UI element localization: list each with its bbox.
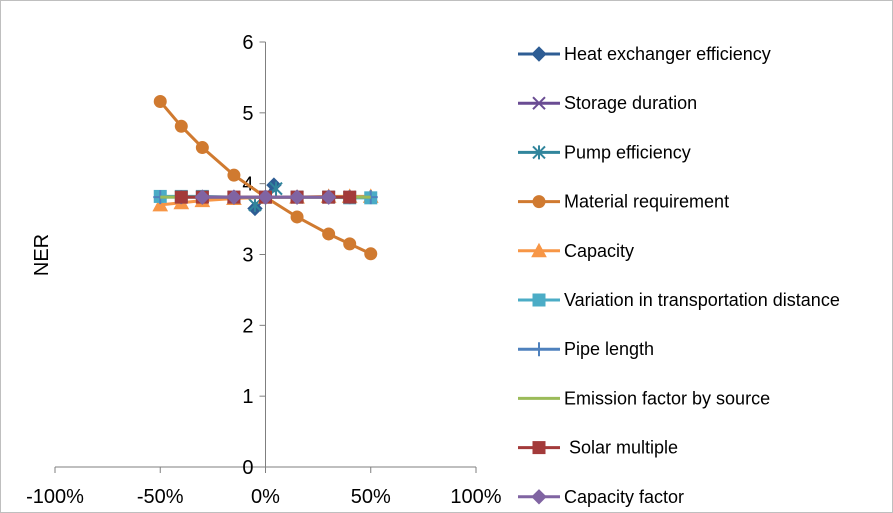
series-9 bbox=[194, 189, 337, 205]
y-axis-label: NER bbox=[31, 234, 53, 276]
data-point bbox=[532, 441, 546, 455]
data-point bbox=[174, 119, 188, 133]
data-point bbox=[322, 227, 336, 241]
data-point bbox=[320, 189, 337, 205]
legend-label: Material requirement bbox=[564, 192, 729, 212]
data-point bbox=[248, 197, 262, 212]
data-point bbox=[343, 237, 357, 251]
legend-item: Capacity bbox=[518, 241, 634, 261]
legend-item: Pipe length bbox=[518, 339, 654, 359]
data-point bbox=[531, 489, 547, 505]
legend-item: Storage duration bbox=[518, 93, 697, 113]
data-point bbox=[532, 293, 546, 307]
data-point bbox=[532, 96, 546, 110]
data-point bbox=[227, 168, 241, 182]
data-point bbox=[226, 189, 242, 205]
legend-label: Capacity factor bbox=[564, 487, 684, 507]
data-point bbox=[364, 247, 378, 261]
data-point bbox=[257, 189, 274, 205]
y-tick-label: 6 bbox=[242, 32, 253, 54]
legend-label: Storage duration bbox=[564, 93, 697, 113]
legend: Heat exchanger efficiency Storage duratio… bbox=[518, 44, 840, 507]
x-tick-label: 50% bbox=[351, 486, 391, 508]
data-point bbox=[195, 141, 209, 155]
legend-item: Solar multiple bbox=[518, 438, 678, 458]
series-3 bbox=[153, 95, 378, 261]
data-point bbox=[174, 190, 188, 204]
legend-label: Heat exchanger efficiency bbox=[564, 44, 771, 64]
data-point bbox=[290, 210, 304, 224]
x-tick-label: 100% bbox=[450, 486, 501, 508]
y-tick-label: 5 bbox=[242, 103, 253, 125]
x-tick-label: 0% bbox=[251, 486, 280, 508]
data-point bbox=[289, 189, 305, 205]
y-tick-label: 2 bbox=[242, 315, 253, 337]
data-point bbox=[153, 95, 167, 108]
legend-label: Pipe length bbox=[564, 339, 654, 359]
data-point bbox=[152, 196, 169, 212]
y-tick-label: 0 bbox=[242, 457, 253, 479]
legend-item: Emission factor by source bbox=[518, 388, 770, 408]
y-tick-label: 1 bbox=[242, 386, 253, 408]
x-tick-label: -100% bbox=[26, 486, 84, 508]
data-point bbox=[532, 342, 546, 357]
data-point bbox=[531, 242, 547, 258]
data-point bbox=[269, 181, 283, 196]
data-point bbox=[343, 190, 357, 204]
legend-item: Variation in transportation distance bbox=[518, 290, 840, 310]
legend-label: Emission factor by source bbox=[564, 388, 770, 408]
x-tick-label: -50% bbox=[137, 486, 184, 508]
legend-item: Pump efficiency bbox=[518, 142, 691, 162]
legend-label: Variation in transportation distance bbox=[564, 290, 840, 310]
data-point bbox=[532, 145, 546, 160]
legend-item: Heat exchanger efficiency bbox=[518, 44, 771, 64]
legend-item: Material requirement bbox=[518, 192, 729, 212]
legend-item: Capacity factor bbox=[518, 487, 684, 507]
y-tick-label: 3 bbox=[242, 245, 253, 267]
data-point bbox=[531, 46, 547, 62]
series-layer bbox=[152, 95, 379, 261]
data-point bbox=[532, 195, 546, 209]
data-point bbox=[194, 189, 211, 205]
legend-label: Capacity bbox=[564, 241, 634, 261]
legend-label: Pump efficiency bbox=[564, 142, 691, 162]
legend-label: Solar multiple bbox=[564, 438, 678, 458]
